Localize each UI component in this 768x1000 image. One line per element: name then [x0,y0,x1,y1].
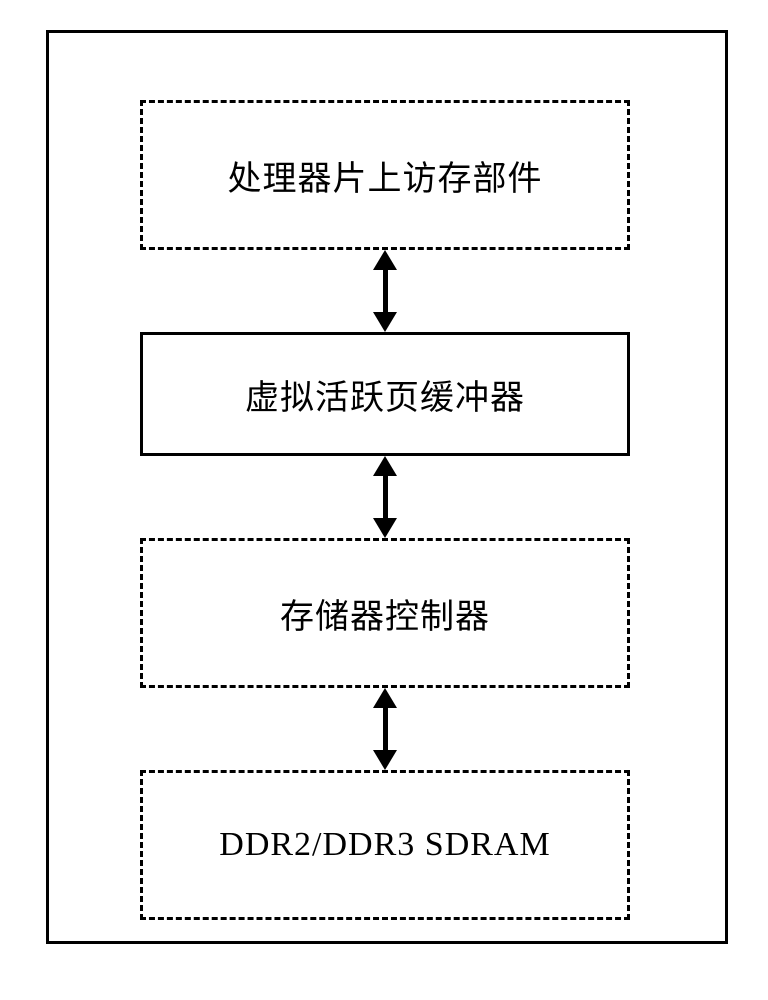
arrow-head-down [373,750,397,770]
box-virtual-page-buf: 虚拟活跃页缓冲器 [140,332,630,456]
box-label-cpu-mem-access: 处理器片上访存部件 [228,151,543,200]
box-cpu-mem-access: 处理器片上访存部件 [140,100,630,250]
arrow-head-up [373,456,397,476]
arrow-head-down [373,312,397,332]
box-label-mem-controller: 存储器控制器 [280,589,490,638]
arrow-head-up [373,688,397,708]
box-mem-controller: 存储器控制器 [140,538,630,688]
arrow-head-down [373,518,397,538]
arrow-line [383,476,388,518]
diagram-canvas: 处理器片上访存部件虚拟活跃页缓冲器存储器控制器 DDR2/DDR3 SDRAM [0,0,768,1000]
arrow-line [383,270,388,312]
box-label-ddr-sdram: DDR2/DDR3 SDRAM [219,826,550,864]
box-ddr-sdram: DDR2/DDR3 SDRAM [140,770,630,920]
arrow-head-up [373,250,397,270]
box-label-virtual-page-buf: 虚拟活跃页缓冲器 [245,370,525,419]
arrow-line [383,708,388,750]
